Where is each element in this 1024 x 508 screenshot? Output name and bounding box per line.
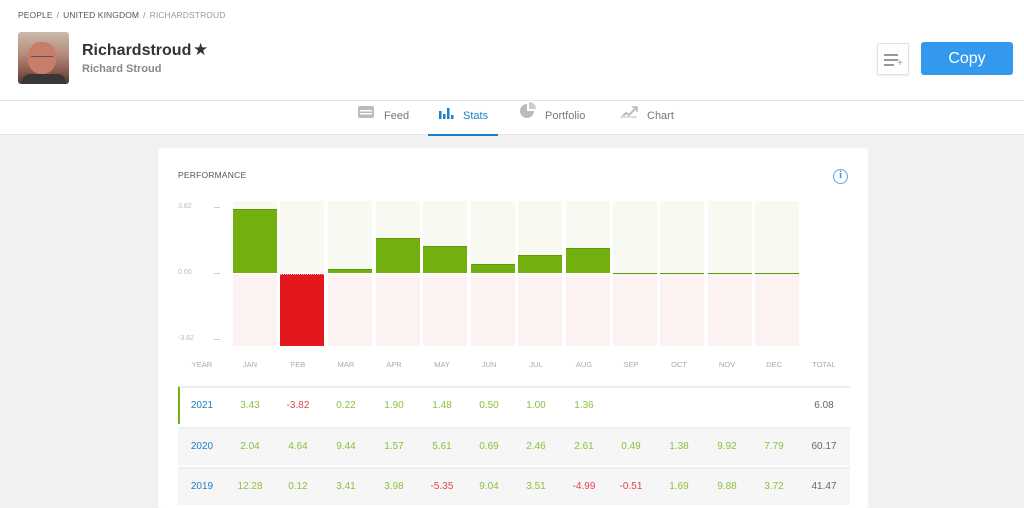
month-cell: -0.51 (619, 481, 643, 492)
month-cell: 2.61 (574, 441, 594, 452)
month-cell: 1.69 (669, 481, 689, 492)
table-row-2020[interactable]: 2020 2.04 4.64 9.44 1.57 5.61 0.69 2.46 … (178, 427, 850, 465)
month-cell: 3.98 (384, 481, 404, 492)
column-header: AUG (575, 360, 593, 369)
table-row-2019[interactable]: 2019 12.28 0.12 3.41 3.98 -5.35 9.04 3.5… (178, 467, 850, 505)
performance-card: PERFORMANCE i 3.82 0.00 -3.82 YEAR JAN F… (158, 148, 868, 508)
month-cell: 9.44 (336, 441, 356, 452)
breadcrumb: PEOPLE / UNITED KINGDOM / RICHARDSTROUD (18, 10, 226, 20)
month-cell: 9.92 (717, 441, 737, 452)
month-cell: 2.46 (526, 441, 546, 452)
column-header: JUN (481, 360, 497, 369)
total-cell: 41.47 (811, 481, 837, 492)
y-tick-label: 0.00 (178, 269, 192, 276)
month-cell: 1.57 (384, 441, 404, 452)
month-cell: 1.38 (669, 441, 689, 452)
tab-chart-label: Chart (647, 110, 674, 122)
month-cell: 0.69 (479, 441, 499, 452)
column-header: SEP (623, 360, 639, 369)
pie-chart-icon (519, 101, 536, 131)
month-cell: -3.82 (286, 400, 310, 411)
tab-feed-label: Feed (384, 110, 410, 122)
month-cell: 0.49 (621, 441, 641, 452)
month-cell: 0.12 (288, 481, 308, 492)
full-name: Richard Stroud (82, 63, 162, 75)
tab-portfolio[interactable]: Portfolio (519, 101, 585, 135)
feed-icon (357, 101, 375, 131)
tab-stats-label: Stats (463, 110, 489, 122)
plus-icon: + (897, 58, 903, 69)
month-cell: 4.64 (288, 441, 308, 452)
column-header: NOV (718, 360, 736, 369)
y-tick-label: -3.82 (178, 335, 194, 342)
total-cell: 6.08 (814, 400, 834, 411)
month-cell: 1.90 (384, 400, 404, 411)
avatar-shirt (22, 74, 66, 84)
column-header: YEAR (191, 360, 213, 369)
line-chart-icon (620, 101, 638, 131)
add-to-watchlist-button[interactable]: + (877, 43, 909, 75)
y-tick-mark (214, 339, 220, 340)
column-header: MAY (434, 360, 450, 369)
month-cell: 0.50 (479, 400, 499, 411)
tab-chart[interactable]: Chart (620, 101, 674, 135)
month-cell: 9.04 (479, 481, 499, 492)
list-line-icon (884, 59, 898, 61)
column-header: TOTAL (812, 360, 836, 369)
info-icon[interactable]: i (833, 169, 848, 184)
bar-chart-icon (438, 101, 454, 131)
y-tick-mark (214, 207, 220, 208)
y-tick-label: 3.82 (178, 203, 192, 210)
month-cell: 3.43 (240, 400, 260, 411)
month-cell: -4.99 (572, 481, 596, 492)
month-cell: 1.00 (526, 400, 546, 411)
column-header: MAR (337, 360, 355, 369)
column-header: JUL (529, 360, 543, 369)
month-cell: 1.36 (574, 400, 594, 411)
avatar-glasses (31, 56, 53, 60)
profile-header: PEOPLE / UNITED KINGDOM / RICHARDSTROUD Rich… (0, 0, 1024, 101)
month-cell: 7.79 (764, 441, 784, 452)
tab-bar: Feed Stats Portfolio Chart (0, 101, 1024, 136)
list-line-icon (884, 54, 898, 56)
column-header: OCT (671, 360, 687, 369)
avatar-face (28, 42, 56, 74)
month-cell: 2.04 (240, 441, 260, 452)
table-row-2021[interactable]: 2021 3.43 -3.82 0.22 1.90 1.48 0.50 1.00… (178, 386, 850, 424)
username: Richardstroud (82, 42, 192, 59)
breadcrumb-separator: / (143, 10, 146, 20)
breadcrumb-country[interactable]: UNITED KINGDOM (63, 10, 140, 20)
performance-title: PERFORMANCE (178, 170, 247, 180)
column-header: FEB (290, 360, 306, 369)
month-cell: 9.88 (717, 481, 737, 492)
month-cell: 12.28 (237, 481, 263, 492)
tab-portfolio-label: Portfolio (545, 110, 586, 122)
month-cell: 0.22 (336, 400, 356, 411)
month-cell: 5.61 (432, 441, 452, 452)
year-cell[interactable]: 2019 (190, 481, 214, 492)
breadcrumb-separator: / (56, 10, 60, 20)
total-cell: 60.17 (811, 441, 837, 452)
star-icon[interactable]: ★ (193, 40, 209, 59)
list-line-icon (884, 64, 894, 66)
tab-feed[interactable]: Feed (357, 101, 409, 135)
month-cell: 3.51 (526, 481, 546, 492)
column-header: APR (386, 360, 402, 369)
column-header: DEC (766, 360, 782, 369)
column-header: JAN (242, 360, 258, 369)
breadcrumb-people[interactable]: PEOPLE (18, 10, 53, 20)
month-cell: 1.48 (432, 400, 452, 411)
copy-button[interactable]: Copy (921, 42, 1013, 75)
avatar (18, 32, 69, 84)
breadcrumb-current: RICHARDSTROUD (149, 10, 226, 20)
month-cell: 3.41 (336, 481, 356, 492)
tab-stats[interactable]: Stats (427, 101, 499, 136)
year-cell[interactable]: 2020 (190, 441, 214, 452)
month-cell: -5.35 (430, 481, 454, 492)
month-cell: 3.72 (764, 481, 784, 492)
year-cell[interactable]: 2021 (190, 400, 214, 411)
y-tick-mark (214, 273, 220, 274)
